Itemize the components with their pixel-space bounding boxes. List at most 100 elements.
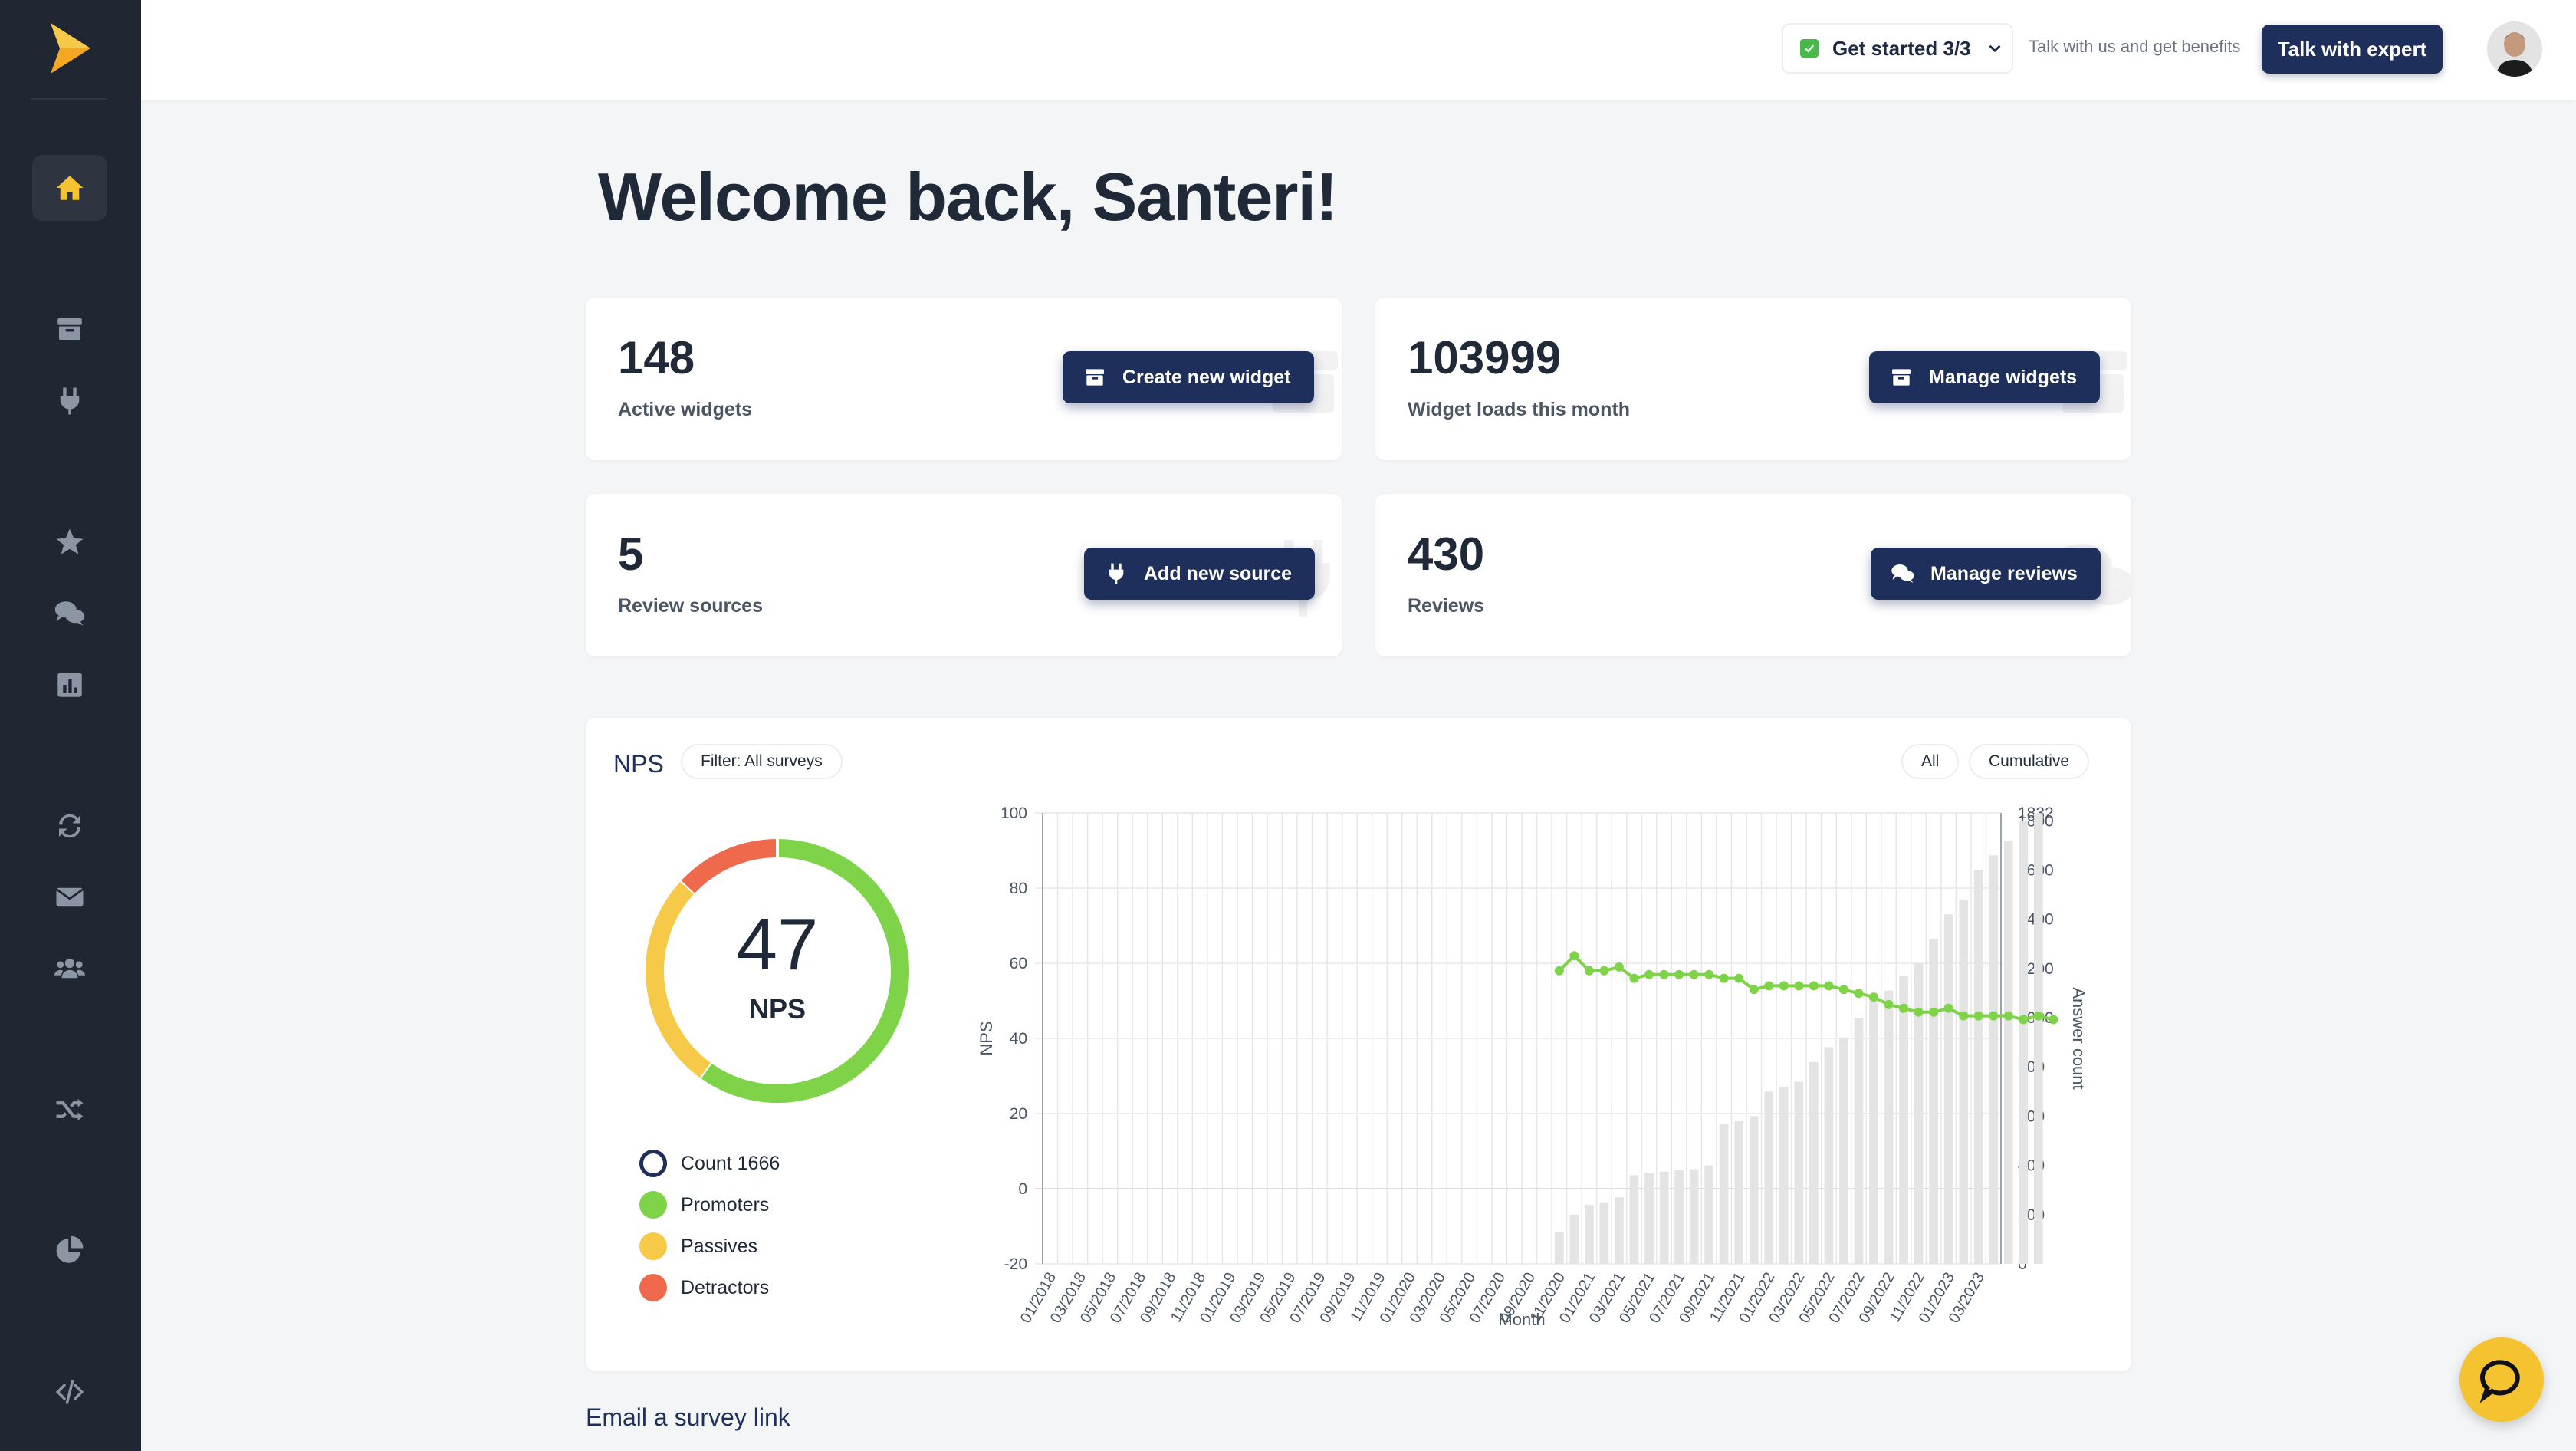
- nps-point: [1884, 999, 1894, 1009]
- cumulative-button[interactable]: Cumulative: [1969, 744, 2090, 779]
- survey-filter-button[interactable]: Filter: All surveys: [681, 744, 843, 779]
- sidebar-item-random[interactable]: [32, 1077, 107, 1143]
- range-all-button[interactable]: All: [1901, 744, 1960, 779]
- chart-bar: [1959, 899, 1969, 1264]
- chart-bar: [1554, 1232, 1564, 1264]
- chart-bar: [1599, 1202, 1609, 1264]
- stat-label: Widget loads this month: [1408, 399, 1631, 420]
- nps-donut-chart: 47 NPS: [646, 837, 909, 1103]
- sidebar-item-email[interactable]: [32, 864, 107, 930]
- nps-point: [1914, 1007, 1924, 1017]
- nps-point: [1824, 981, 1834, 991]
- sync-icon: [59, 814, 80, 838]
- sidebar-item-reviews[interactable]: [32, 509, 107, 575]
- stat-card-widget-loads: 103999 Widget loads this month Manage wi…: [1375, 298, 2131, 460]
- y-axis-title: NPS: [977, 1021, 996, 1055]
- stat-label: Review sources: [618, 595, 763, 617]
- stat-value: 103999: [1408, 332, 1562, 383]
- sidebar-item-analytics[interactable]: [32, 652, 107, 718]
- plug-icon: [1109, 563, 1124, 584]
- get-started-dropdown[interactable]: Get started 3/3: [1782, 23, 2013, 74]
- sidebar-item-embed[interactable]: [32, 1359, 107, 1425]
- random-icon: [56, 1099, 84, 1120]
- star-icon: [56, 528, 84, 554]
- legend-label: Promoters: [681, 1193, 770, 1216]
- nps-point: [1659, 969, 1669, 979]
- nps-point: [2003, 1011, 2013, 1021]
- nps-point: [1794, 981, 1804, 991]
- nps-point: [1809, 981, 1819, 991]
- legend-item-passives[interactable]: Passives: [639, 1226, 780, 1267]
- chart-bar: [1569, 1214, 1579, 1264]
- comments-icon: [1891, 564, 1914, 583]
- nps-trend-chart: -200204060801000200400600800100012001400…: [977, 804, 2088, 1329]
- nps-point: [1644, 969, 1654, 979]
- sidebar-item-users[interactable]: [32, 936, 107, 1002]
- sidebar-item-home[interactable]: [32, 155, 107, 221]
- box-icon: [58, 318, 82, 340]
- nps-legend: Count 1666 Promoters Passives Detractors: [639, 1143, 780, 1308]
- sidebar-item-conversations[interactable]: [32, 581, 107, 647]
- sidebar-item-sources[interactable]: [32, 368, 107, 434]
- chart-bar: [1839, 1037, 1848, 1264]
- stat-value: 5: [618, 528, 644, 580]
- nps-point: [1599, 966, 1609, 976]
- chart-bar: [1824, 1047, 1834, 1264]
- manage-widgets-button[interactable]: Manage widgets: [1869, 351, 2101, 403]
- circle-icon: [639, 1232, 667, 1260]
- add-new-source-button[interactable]: Add new source: [1084, 548, 1316, 600]
- avatar[interactable]: [2487, 21, 2542, 77]
- nps-score: 47: [737, 903, 819, 985]
- home-icon: [56, 176, 84, 200]
- sidebar-item-sync[interactable]: [32, 793, 107, 859]
- page-title: Welcome back, Santeri!: [598, 159, 1338, 235]
- chart-bar: [1629, 1175, 1639, 1264]
- nps-point: [2049, 1015, 2058, 1025]
- chevron-down-icon: [1989, 44, 2001, 53]
- y2-tick-label: 0: [2018, 1255, 2027, 1273]
- legend-label: Passives: [681, 1235, 758, 1257]
- chart-bar: [1854, 1018, 1864, 1264]
- logo-divider: [31, 98, 107, 100]
- nps-point: [1689, 969, 1699, 979]
- chart-bar: [1674, 1170, 1684, 1264]
- nps-point: [1704, 969, 1714, 979]
- y-tick-label: 80: [1010, 880, 1027, 897]
- nps-point: [1959, 1011, 1969, 1021]
- chart-bar: [1615, 1197, 1624, 1264]
- x-axis-title: Month: [1498, 1310, 1545, 1329]
- box-icon: [1086, 369, 1104, 386]
- chart-bar: [1779, 1086, 1789, 1264]
- circle-icon: [639, 1274, 667, 1301]
- stat-card-reviews: 430 Reviews Manage reviews: [1375, 494, 2131, 656]
- stat-card-review-sources: 5 Review sources Add new source: [586, 494, 1342, 656]
- legend-item-promoters[interactable]: Promoters: [639, 1184, 780, 1226]
- sidebar: [0, 0, 141, 1451]
- donut-gap: [698, 1060, 713, 1080]
- chat-bubble-icon: [2479, 1360, 2520, 1403]
- nps-line: [1558, 953, 2054, 1022]
- plug-icon: [60, 387, 80, 415]
- create-new-widget-button[interactable]: Create new widget: [1063, 351, 1314, 403]
- sidebar-item-widgets[interactable]: [32, 296, 107, 362]
- talk-with-expert-button[interactable]: Talk with expert: [2262, 25, 2443, 74]
- nps-point: [2033, 1011, 2043, 1021]
- legend-item-detractors[interactable]: Detractors: [639, 1267, 780, 1308]
- nps-card: NPS Filter: All surveys All Cumulative 4…: [586, 718, 2131, 1371]
- nps-point: [1614, 962, 1624, 972]
- chart-bar: [1719, 1124, 1729, 1264]
- email-survey-link[interactable]: Email a survey link: [586, 1403, 790, 1431]
- legend-label: Detractors: [681, 1276, 770, 1298]
- sidebar-item-reports[interactable]: [32, 1218, 107, 1284]
- y2-axis-title: Answer count: [2069, 987, 2088, 1089]
- legend-item-count[interactable]: Count 1666: [639, 1143, 780, 1184]
- logo-icon[interactable]: [51, 23, 90, 74]
- y-tick-label: 60: [1010, 955, 1027, 972]
- chat-button[interactable]: [2459, 1337, 2544, 1422]
- manage-reviews-button[interactable]: Manage reviews: [1871, 548, 2101, 600]
- nps-point: [2019, 1015, 2029, 1025]
- chart-bar: [1764, 1091, 1774, 1264]
- chart-bar: [1734, 1120, 1744, 1264]
- stat-value: 430: [1408, 528, 1485, 580]
- nps-point: [1944, 1003, 1953, 1013]
